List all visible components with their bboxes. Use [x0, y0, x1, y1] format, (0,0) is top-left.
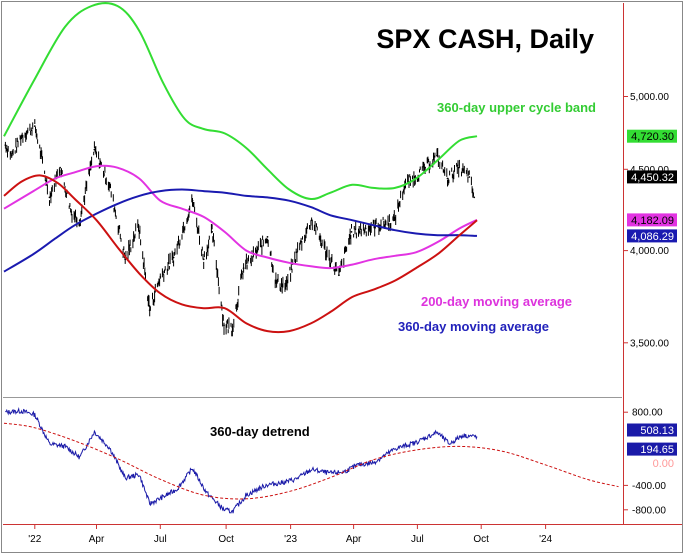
x-tick-label: '23 — [284, 534, 297, 545]
price-value-badge-bg — [627, 170, 677, 184]
price-point — [4, 144, 7, 147]
price-point — [325, 251, 328, 254]
price-point — [191, 199, 194, 202]
price-point — [70, 211, 73, 213]
y-tick-label: 3,500.00 — [630, 338, 669, 349]
x-tick-label: Oct — [473, 534, 489, 545]
lower-cycle-band-line — [3, 174, 478, 334]
x-tick-label: '24 — [539, 534, 552, 545]
price-point — [202, 258, 205, 261]
detrend-label: 360-day detrend — [210, 424, 310, 439]
y-tick-label: 5,000.00 — [630, 92, 669, 103]
price-point — [393, 219, 396, 222]
detrend-zero-badge-bg — [627, 456, 677, 470]
detrend-cycle-projection — [3, 422, 619, 500]
x-tick-label: Apr — [89, 534, 105, 545]
ma200-value-badge: 4,182.09 — [631, 215, 674, 227]
ma200-value-badge-bg — [627, 213, 677, 227]
x-tick-label: Apr — [346, 534, 362, 545]
price-point — [296, 251, 298, 254]
detrend-y-tick-label: 800.00 — [632, 408, 663, 419]
ma200-line — [3, 164, 478, 270]
price-point — [93, 148, 96, 151]
y-tick-label: 4,500.00 — [630, 165, 669, 176]
ma360-value-badge: 4,086.29 — [631, 231, 674, 243]
price-point — [108, 185, 111, 188]
price-point — [457, 166, 460, 169]
detrend-value-badge-bg — [627, 423, 677, 437]
x-tick-label: '22 — [28, 534, 41, 545]
price-point — [137, 224, 140, 227]
price-point — [364, 227, 367, 230]
price-point — [350, 231, 353, 233]
y-tick-label: 4,000.00 — [630, 246, 669, 257]
price-point — [223, 324, 225, 327]
price-point — [211, 231, 214, 233]
detrend-line — [5, 407, 478, 514]
upper-band-value-badge-bg — [627, 129, 677, 143]
ma360-label: 360-day moving average — [398, 319, 549, 334]
upper-band-label: 360-day upper cycle band — [437, 100, 596, 115]
x-tick-label: Oct — [218, 534, 234, 545]
price-point — [446, 177, 449, 180]
upper-band-value-badge: 4,720.30 — [631, 131, 674, 143]
price-point — [242, 267, 245, 269]
price-point — [436, 154, 438, 157]
upper-cycle-band-line — [3, 2, 478, 201]
detrend-y-tick-label: -400.00 — [632, 481, 666, 492]
price-point — [59, 166, 61, 169]
price-point — [10, 154, 13, 157]
price-point — [231, 326, 234, 329]
price-point — [20, 135, 23, 138]
price-point — [148, 309, 151, 311]
price-value-badge: 4,450.32 — [631, 172, 674, 184]
price-point — [310, 219, 313, 222]
detrend-value-badge: 508.13 — [640, 425, 674, 437]
price-point — [48, 196, 51, 199]
detrend-y-tick-label: -800.00 — [632, 505, 666, 516]
price-point — [285, 285, 288, 287]
price-point — [33, 125, 36, 127]
price-point — [338, 274, 340, 277]
detrend-cycle-value-badge: 194.65 — [640, 444, 674, 456]
price-point — [266, 236, 269, 238]
detrend-zero-badge: 0.00 — [653, 458, 674, 470]
price-point — [275, 281, 277, 284]
chart-title: SPX CASH, Daily — [376, 24, 594, 54]
price-point — [172, 256, 175, 259]
price-point — [78, 219, 81, 222]
price-point — [255, 251, 258, 254]
price-point — [468, 176, 471, 178]
price-point — [414, 176, 417, 178]
detrend-cycle-value-badge-bg — [627, 442, 677, 456]
price-point — [473, 196, 476, 199]
x-tick-label: Jul — [154, 534, 167, 545]
price-point — [424, 166, 426, 169]
ma360-value-badge-bg — [627, 229, 677, 243]
price-point — [159, 276, 162, 278]
ma200-label: 200-day moving average — [421, 294, 572, 309]
ma360-line — [3, 188, 478, 273]
x-tick-label: Jul — [411, 534, 424, 545]
